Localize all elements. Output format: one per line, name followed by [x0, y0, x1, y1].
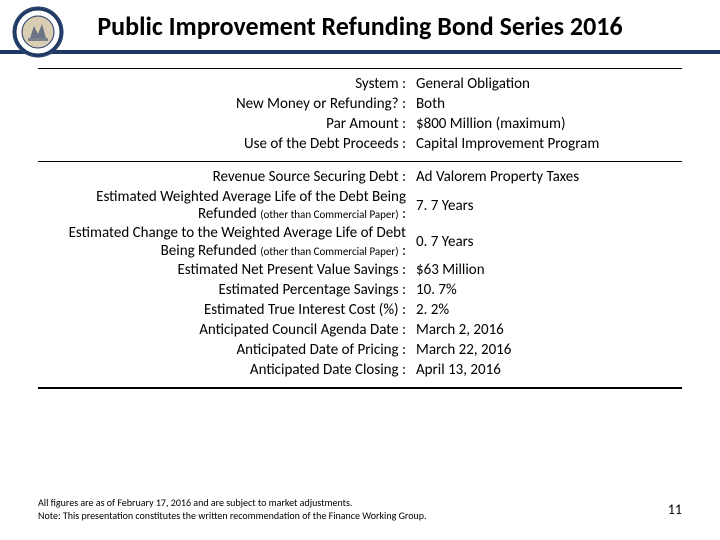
row: Estimated Percentage Savings : 10. 7%	[38, 281, 682, 301]
row: Revenue Source Securing Debt : Ad Valore…	[38, 168, 682, 188]
section-details: Revenue Source Securing Debt : Ad Valore…	[38, 161, 682, 389]
value: April 13, 2016	[410, 362, 682, 379]
label: Anticipated Date of Pricing :	[38, 342, 410, 359]
city-seal-icon	[12, 6, 64, 58]
value: Ad Valorem Property Taxes	[410, 169, 682, 186]
label: Estimated Net Present Value Savings :	[38, 262, 410, 279]
header: Public Improvement Refunding Bond Series…	[0, 0, 720, 54]
value: $63 Million	[410, 262, 682, 279]
value: 0. 7 Years	[410, 234, 682, 251]
page-title: Public Improvement Refunding Bond Series…	[30, 12, 690, 42]
value: General Obligation	[410, 76, 682, 93]
row: Estimated Weighted Average Life of the D…	[38, 188, 682, 225]
value: $800 Million (maximum)	[410, 116, 682, 133]
label: System :	[38, 76, 410, 93]
value: March 22, 2016	[410, 342, 682, 359]
content: System : General Obligation New Money or…	[0, 54, 720, 389]
footnote: Note: This presentation constitutes the …	[38, 510, 682, 523]
row: Anticipated Date Closing : April 13, 201…	[38, 361, 682, 381]
value: March 2, 2016	[410, 322, 682, 339]
value: Both	[410, 96, 682, 113]
value: 2. 2%	[410, 302, 682, 319]
label: Estimated Percentage Savings :	[38, 282, 410, 299]
row: Estimated Net Present Value Savings : $6…	[38, 261, 682, 281]
value: Capital Improvement Program	[410, 136, 682, 153]
page-number: 11	[668, 501, 682, 518]
row: Use of the Debt Proceeds : Capital Impro…	[38, 135, 682, 155]
value: 10. 7%	[410, 282, 682, 299]
row: Anticipated Council Agenda Date : March …	[38, 321, 682, 341]
label: Revenue Source Securing Debt :	[38, 169, 410, 186]
row: New Money or Refunding? : Both	[38, 95, 682, 115]
footnotes: All figures are as of February 17, 2016 …	[38, 497, 682, 522]
label: Par Amount :	[38, 116, 410, 133]
row: Estimated True Interest Cost (%) : 2. 2%	[38, 301, 682, 321]
label: Estimated True Interest Cost (%) :	[38, 302, 410, 319]
row: Anticipated Date of Pricing : March 22, …	[38, 341, 682, 361]
row: Estimated Change to the Weighted Average…	[38, 224, 682, 261]
row: System : General Obligation	[38, 75, 682, 95]
footnote: All figures are as of February 17, 2016 …	[38, 497, 682, 510]
row: Par Amount : $800 Million (maximum)	[38, 115, 682, 135]
label: Estimated Weighted Average Life of the D…	[38, 189, 410, 224]
label: New Money or Refunding? :	[38, 96, 410, 113]
label: Estimated Change to the Weighted Average…	[38, 225, 410, 260]
label: Anticipated Date Closing :	[38, 362, 410, 379]
label: Use of the Debt Proceeds :	[38, 136, 410, 153]
value: 7. 7 Years	[410, 198, 682, 215]
section-summary: System : General Obligation New Money or…	[38, 68, 682, 161]
label: Anticipated Council Agenda Date :	[38, 322, 410, 339]
